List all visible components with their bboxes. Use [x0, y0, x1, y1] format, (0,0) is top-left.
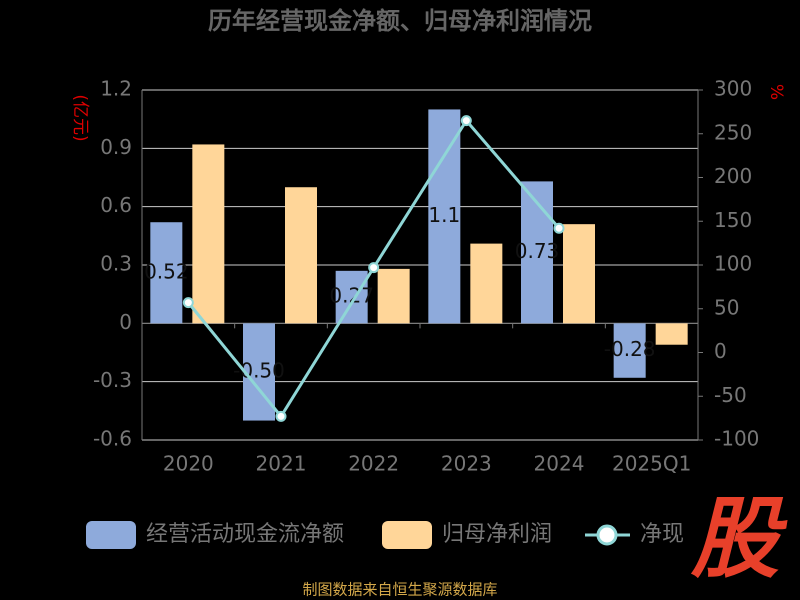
y2-tick-label: 250 — [714, 120, 752, 144]
legend-swatch — [596, 524, 618, 546]
y-tick-label: 0.6 — [100, 193, 132, 217]
y-tick-label: 0 — [119, 310, 132, 334]
source-note: 制图数据来自恒生聚源数据库 — [302, 581, 497, 599]
line-point — [182, 297, 194, 309]
bar — [655, 323, 688, 345]
line-point — [368, 262, 380, 274]
chart-title: 历年经营现金净额、归母净利润情况 — [208, 7, 592, 35]
bar — [335, 270, 368, 324]
bar — [521, 181, 553, 324]
bar — [192, 144, 225, 324]
bar — [377, 268, 410, 324]
y2-tick-label: 0 — [714, 339, 727, 363]
y-tick-label: -0.6 — [93, 427, 132, 451]
y-tick-label: 1.2 — [100, 77, 132, 101]
y-tick-label: 0.3 — [100, 252, 132, 276]
value-label: -0.28 — [604, 337, 656, 361]
value-label: 1.1 — [428, 203, 460, 227]
bar — [428, 109, 461, 324]
x-tick-label: 2024 — [534, 452, 585, 476]
line-point — [553, 222, 565, 234]
value-label: -0.50 — [233, 358, 285, 382]
bar — [470, 243, 503, 324]
y-axis-label: (亿元) — [70, 94, 90, 141]
x-tick-label: 2023 — [441, 452, 492, 476]
legend-label: 归母净利润 — [442, 522, 552, 547]
x-tick-label: 2020 — [163, 452, 214, 476]
y-tick-label: 0.9 — [100, 135, 132, 159]
value-label: 0.52 — [144, 259, 189, 283]
y2-tick-label: 50 — [714, 295, 739, 319]
y2-tick-label: 200 — [714, 164, 752, 188]
line-point — [275, 410, 287, 422]
bar — [563, 224, 595, 324]
y2-tick-label: -50 — [714, 383, 747, 407]
legend-label: 经营活动现金流净额 — [146, 522, 344, 547]
x-tick-label: 2022 — [348, 452, 399, 476]
line-point — [460, 115, 472, 127]
y2-tick-label: 300 — [714, 77, 752, 101]
bar — [613, 323, 646, 378]
y2-tick-label: 150 — [714, 208, 752, 232]
y2-tick-label: -100 — [714, 427, 759, 451]
bar — [285, 187, 317, 324]
legend-swatch — [86, 521, 136, 549]
y2-axis-label: % — [766, 84, 786, 100]
y2-tick-label: 100 — [714, 252, 752, 276]
y-tick-label: -0.3 — [93, 368, 132, 392]
legend-label: 净现 — [640, 522, 684, 547]
bar — [150, 222, 183, 324]
logo: 股 — [690, 487, 788, 590]
x-tick-label: 2021 — [256, 452, 307, 476]
x-tick-label: 2025Q1 — [612, 452, 691, 476]
value-label: 0.73 — [515, 239, 560, 263]
legend-swatch — [382, 521, 432, 549]
